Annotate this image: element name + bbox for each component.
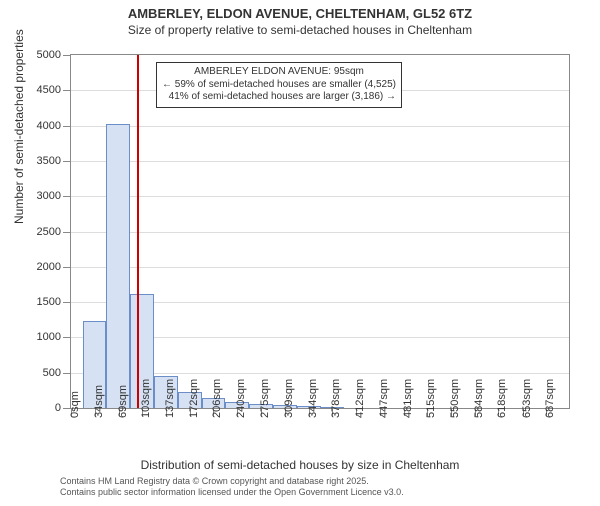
x-tick-label: 515sqm [425, 379, 437, 418]
x-tick-label: 378sqm [330, 379, 342, 418]
y-tick [63, 373, 71, 374]
y-tick [63, 232, 71, 233]
chart-title-line1: AMBERLEY, ELDON AVENUE, CHELTENHAM, GL52… [0, 6, 600, 21]
y-tick-label: 3500 [37, 155, 61, 167]
annotation-box: AMBERLEY ELDON AVENUE: 95sqm← 59% of sem… [156, 62, 402, 108]
x-tick-label: 103sqm [140, 379, 152, 418]
histogram-plot: 0500100015002000250030003500400045005000… [70, 54, 570, 409]
footer-attribution: Contains HM Land Registry data © Crown c… [60, 476, 404, 498]
x-axis-label: Distribution of semi-detached houses by … [0, 458, 600, 472]
footer-line2: Contains public sector information licen… [60, 487, 404, 498]
y-tick [63, 196, 71, 197]
annotation-line1: AMBERLEY ELDON AVENUE: 95sqm [162, 66, 396, 79]
y-tick [63, 55, 71, 56]
gridline [71, 196, 569, 197]
x-tick-label: 687sqm [544, 379, 556, 418]
gridline [71, 267, 569, 268]
y-tick-label: 4000 [37, 120, 61, 132]
x-tick-label: 618sqm [496, 379, 508, 418]
x-tick-label: 34sqm [93, 385, 105, 418]
histogram-bar [106, 124, 130, 408]
x-tick-label: 653sqm [521, 379, 533, 418]
footer-line1: Contains HM Land Registry data © Crown c… [60, 476, 404, 487]
y-tick-label: 500 [43, 367, 61, 379]
x-tick-label: 447sqm [378, 379, 390, 418]
y-tick-label: 3000 [37, 190, 61, 202]
gridline [71, 161, 569, 162]
y-tick [63, 302, 71, 303]
y-tick-label: 2500 [37, 226, 61, 238]
x-tick-label: 309sqm [283, 379, 295, 418]
y-tick [63, 126, 71, 127]
x-tick-label: 412sqm [354, 379, 366, 418]
y-tick-label: 4500 [37, 84, 61, 96]
gridline [71, 126, 569, 127]
gridline [71, 232, 569, 233]
x-tick-label: 206sqm [211, 379, 223, 418]
x-tick-label: 344sqm [307, 379, 319, 418]
property-marker-line [137, 55, 139, 408]
y-tick [63, 267, 71, 268]
x-tick-label: 69sqm [117, 385, 129, 418]
y-tick [63, 337, 71, 338]
y-tick [63, 161, 71, 162]
x-tick-label: 172sqm [188, 379, 200, 418]
x-tick-label: 240sqm [235, 379, 247, 418]
y-axis-label: Number of semi-detached properties [12, 29, 26, 224]
x-tick-label: 550sqm [449, 379, 461, 418]
y-tick-label: 2000 [37, 261, 61, 273]
y-tick [63, 90, 71, 91]
x-tick-label: 275sqm [259, 379, 271, 418]
x-tick-label: 481sqm [402, 379, 414, 418]
y-tick-label: 1500 [37, 296, 61, 308]
chart-title-line2: Size of property relative to semi-detach… [0, 23, 600, 37]
y-tick-label: 1000 [37, 331, 61, 343]
x-tick-label: 584sqm [473, 379, 485, 418]
x-tick-label: 137sqm [164, 379, 176, 418]
annotation-line3: 41% of semi-detached houses are larger (… [162, 91, 396, 104]
x-tick-label: 0sqm [69, 391, 81, 418]
annotation-line2: ← 59% of semi-detached houses are smalle… [162, 79, 396, 92]
y-tick-label: 5000 [37, 49, 61, 61]
y-tick-label: 0 [55, 402, 61, 414]
